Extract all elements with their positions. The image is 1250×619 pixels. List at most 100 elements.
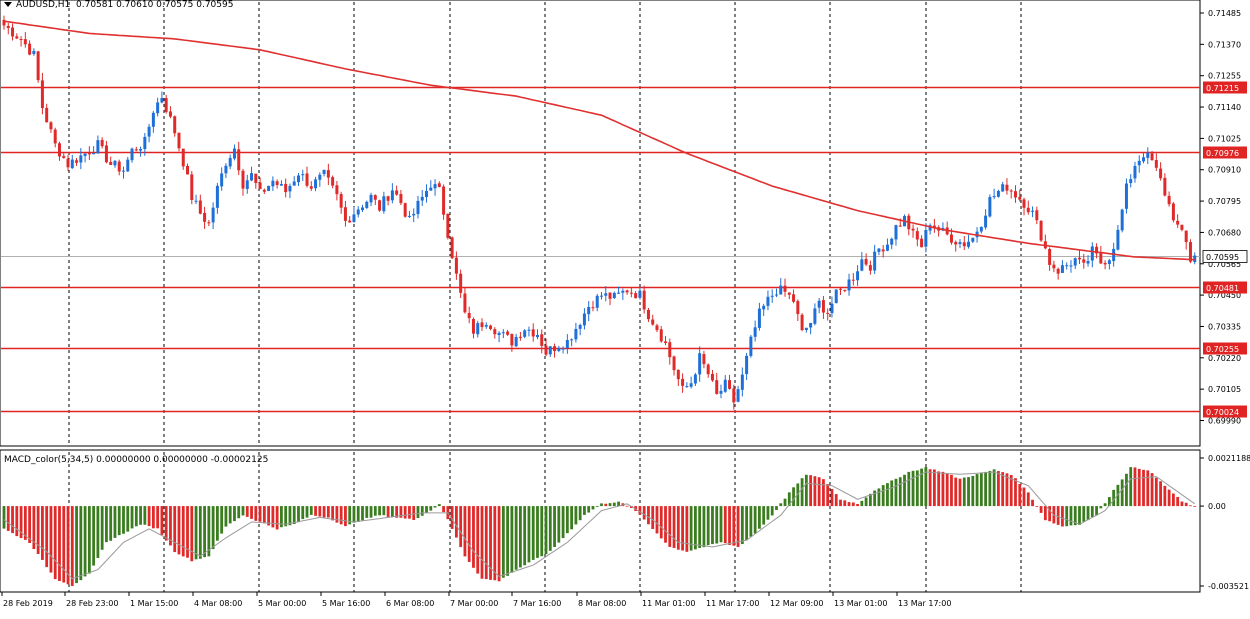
bull-candle[interactable] bbox=[429, 187, 433, 191]
bull-candle[interactable] bbox=[130, 148, 134, 161]
bear-candle[interactable] bbox=[331, 177, 335, 186]
bear-candle[interactable] bbox=[2, 19, 6, 26]
bull-candle[interactable] bbox=[96, 140, 100, 154]
bull-candle[interactable] bbox=[1120, 209, 1124, 231]
bear-candle[interactable] bbox=[864, 258, 868, 265]
bear-candle[interactable] bbox=[1095, 246, 1099, 254]
bear-candle[interactable] bbox=[49, 122, 53, 130]
bear-candle[interactable] bbox=[646, 309, 650, 320]
bull-candle[interactable] bbox=[578, 325, 582, 329]
bull-candle[interactable] bbox=[813, 308, 817, 324]
bear-candle[interactable] bbox=[1022, 199, 1026, 208]
bear-candle[interactable] bbox=[258, 182, 262, 190]
bear-candle[interactable] bbox=[911, 228, 915, 231]
bear-candle[interactable] bbox=[459, 273, 463, 293]
bull-candle[interactable] bbox=[1031, 210, 1035, 212]
bull-candle[interactable] bbox=[774, 294, 778, 296]
bull-candle[interactable] bbox=[561, 348, 565, 350]
bear-candle[interactable] bbox=[898, 225, 902, 227]
bull-candle[interactable] bbox=[830, 303, 834, 314]
bear-candle[interactable] bbox=[177, 132, 181, 149]
bear-candle[interactable] bbox=[954, 241, 958, 245]
bear-candle[interactable] bbox=[706, 364, 710, 375]
bear-candle[interactable] bbox=[100, 139, 104, 147]
bull-candle[interactable] bbox=[352, 214, 356, 222]
bear-candle[interactable] bbox=[395, 190, 399, 195]
bull-candle[interactable] bbox=[847, 279, 851, 291]
bear-candle[interactable] bbox=[826, 312, 830, 314]
bull-candle[interactable] bbox=[420, 196, 424, 201]
bull-candle[interactable] bbox=[1001, 184, 1005, 192]
bear-candle[interactable] bbox=[506, 331, 510, 335]
bear-candle[interactable] bbox=[467, 312, 471, 319]
bull-candle[interactable] bbox=[267, 185, 271, 191]
bear-candle[interactable] bbox=[1056, 268, 1060, 274]
bull-candle[interactable] bbox=[476, 323, 480, 335]
bear-candle[interactable] bbox=[1052, 264, 1056, 269]
bull-candle[interactable] bbox=[924, 230, 928, 247]
bull-candle[interactable] bbox=[412, 213, 416, 216]
bear-candle[interactable] bbox=[1180, 224, 1184, 230]
bear-candle[interactable] bbox=[241, 170, 245, 189]
bull-candle[interactable] bbox=[958, 242, 962, 245]
bull-candle[interactable] bbox=[928, 225, 932, 231]
bull-candle[interactable] bbox=[113, 160, 117, 166]
bull-candle[interactable] bbox=[1137, 160, 1141, 166]
bull-candle[interactable] bbox=[1090, 246, 1094, 261]
bear-candle[interactable] bbox=[168, 111, 172, 117]
bull-candle[interactable] bbox=[245, 180, 249, 189]
bull-candle[interactable] bbox=[32, 50, 36, 54]
bull-candle[interactable] bbox=[296, 175, 300, 183]
bear-candle[interactable] bbox=[164, 98, 168, 112]
bear-candle[interactable] bbox=[1005, 184, 1009, 191]
bull-candle[interactable] bbox=[971, 237, 975, 242]
bull-candle[interactable] bbox=[160, 98, 164, 103]
bear-candle[interactable] bbox=[655, 325, 659, 331]
bull-candle[interactable] bbox=[425, 190, 429, 198]
bear-candle[interactable] bbox=[510, 334, 514, 346]
bull-candle[interactable] bbox=[693, 374, 697, 384]
bull-candle[interactable] bbox=[147, 126, 151, 137]
bull-candle[interactable] bbox=[288, 185, 292, 192]
bull-candle[interactable] bbox=[215, 185, 219, 208]
bull-candle[interactable] bbox=[523, 330, 527, 337]
bull-candle[interactable] bbox=[890, 238, 894, 245]
bull-candle[interactable] bbox=[1116, 229, 1120, 250]
bull-candle[interactable] bbox=[220, 173, 224, 187]
bull-candle[interactable] bbox=[992, 196, 996, 198]
bear-candle[interactable] bbox=[28, 43, 32, 55]
bull-candle[interactable] bbox=[390, 190, 394, 201]
bull-candle[interactable] bbox=[224, 165, 228, 174]
bear-candle[interactable] bbox=[821, 300, 825, 313]
bear-candle[interactable] bbox=[66, 158, 70, 168]
bear-candle[interactable] bbox=[851, 279, 855, 281]
bear-candle[interactable] bbox=[262, 189, 266, 192]
bear-candle[interactable] bbox=[309, 186, 313, 189]
bull-candle[interactable] bbox=[1060, 265, 1064, 273]
bull-candle[interactable] bbox=[79, 155, 83, 163]
bull-candle[interactable] bbox=[834, 289, 838, 304]
bear-candle[interactable] bbox=[493, 329, 497, 335]
bear-candle[interactable] bbox=[629, 292, 633, 294]
bear-candle[interactable] bbox=[540, 334, 544, 346]
bull-candle[interactable] bbox=[762, 305, 766, 310]
bear-candle[interactable] bbox=[75, 160, 79, 163]
bear-candle[interactable] bbox=[728, 380, 732, 389]
bull-candle[interactable] bbox=[1073, 258, 1077, 266]
bull-candle[interactable] bbox=[527, 329, 531, 331]
bull-candle[interactable] bbox=[723, 379, 727, 392]
bear-candle[interactable] bbox=[109, 161, 113, 165]
bull-candle[interactable] bbox=[497, 332, 501, 336]
bear-candle[interactable] bbox=[326, 170, 330, 178]
bull-candle[interactable] bbox=[979, 226, 983, 232]
bear-candle[interactable] bbox=[1013, 191, 1017, 198]
bull-candle[interactable] bbox=[1133, 165, 1137, 179]
bull-candle[interactable] bbox=[873, 251, 877, 271]
bear-candle[interactable] bbox=[642, 290, 646, 310]
bull-candle[interactable] bbox=[1086, 261, 1090, 264]
bear-candle[interactable] bbox=[40, 80, 44, 109]
bull-candle[interactable] bbox=[126, 159, 130, 172]
bear-candle[interactable] bbox=[117, 161, 121, 172]
bear-candle[interactable] bbox=[1018, 196, 1022, 200]
